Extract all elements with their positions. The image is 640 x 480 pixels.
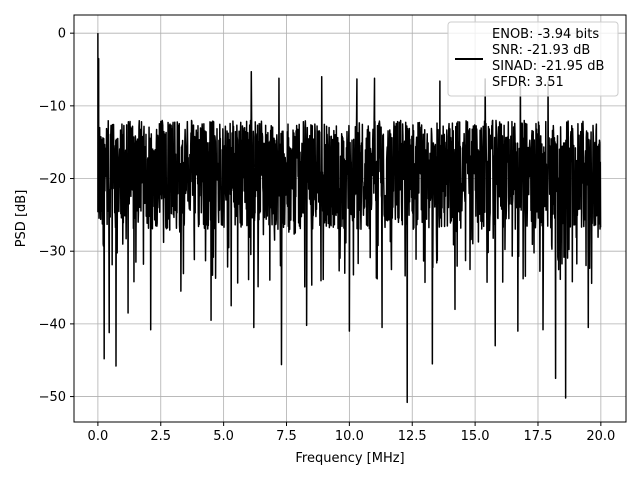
x-tick-label: 5.0 (213, 429, 234, 444)
psd-series-line (97, 33, 602, 404)
legend: ENOB: -3.94 bits SNR: -21.93 dB SINAD: -… (447, 21, 619, 97)
legend-sfdr: SFDR: 3.51 (492, 75, 564, 90)
y-tick-label: 0 (58, 27, 66, 42)
plot-frame (73, 14, 627, 423)
y-tick-label: −50 (39, 390, 66, 405)
y-axis-label: PSD [dB] (14, 190, 29, 248)
x-tick-label: 7.5 (276, 429, 297, 444)
y-tick-label: −10 (39, 99, 66, 114)
data-area (97, 33, 602, 404)
x-tick-label: 12.5 (398, 429, 427, 444)
legend-snr: SNR: -21.93 dB (492, 43, 590, 58)
x-tick-label: 20.0 (586, 429, 615, 444)
axis-ticks: 0.0 2.5 5.0 7.5 10.0 12.5 15.0 17.5 20.0 0 −10 −20 −… (39, 27, 616, 444)
legend-sinad: SINAD: -21.95 dB (492, 59, 604, 74)
y-tick-label: −20 (39, 172, 66, 187)
y-tick-label: −40 (39, 317, 66, 332)
x-tick-label: 15.0 (461, 429, 490, 444)
x-axis-label: Frequency [MHz] (295, 451, 404, 466)
legend-box (447, 21, 619, 97)
x-tick-label: 17.5 (524, 429, 553, 444)
y-tick-label: −30 (39, 245, 66, 260)
legend-enob: ENOB: -3.94 bits (492, 27, 599, 42)
x-tick-label: 10.0 (335, 429, 364, 444)
x-tick-label: 0.0 (88, 429, 109, 444)
x-tick-label: 2.5 (150, 429, 171, 444)
